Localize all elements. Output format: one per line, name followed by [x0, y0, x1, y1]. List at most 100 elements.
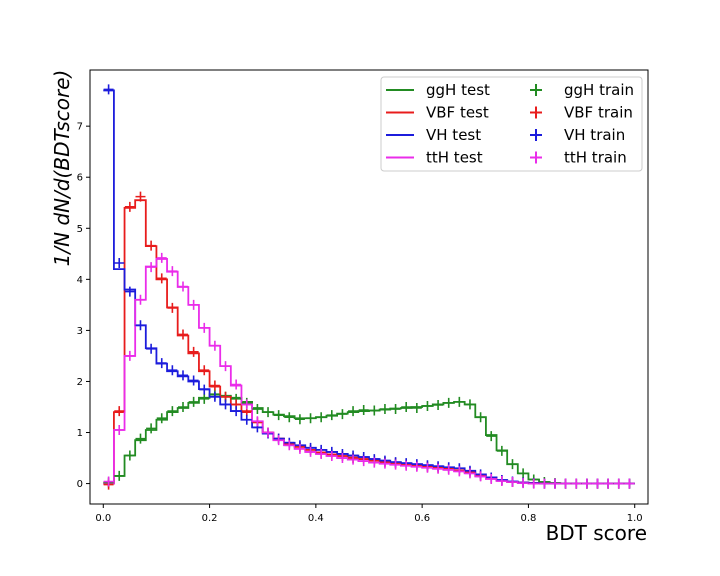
train-point	[326, 410, 337, 421]
train-point	[178, 281, 188, 292]
train-point	[422, 462, 433, 473]
train-point	[316, 412, 327, 423]
legend-label: ggH test	[426, 81, 490, 99]
y-tick-label: 1	[77, 428, 83, 439]
train-point	[124, 450, 135, 461]
y-tick-label: 5	[77, 224, 83, 235]
train-point	[124, 286, 135, 297]
train-point	[550, 478, 560, 489]
chart-marks	[103, 84, 635, 490]
x-axis-label: BDT score	[546, 521, 647, 545]
train-point	[454, 466, 465, 477]
legend-plus-marker	[530, 106, 542, 119]
legend-label: VBF train	[564, 104, 633, 122]
train-point	[624, 478, 635, 489]
train-point	[379, 404, 390, 415]
train-point	[560, 478, 571, 489]
train-point	[496, 476, 507, 487]
x-tick-label: 0.6	[414, 513, 430, 524]
train-point	[379, 458, 390, 469]
train-point	[199, 322, 210, 333]
train-point	[178, 401, 188, 412]
train-point	[209, 391, 220, 402]
train-point	[114, 424, 125, 435]
legend-label: VH train	[564, 126, 625, 144]
train-point	[507, 459, 518, 470]
train-point	[369, 405, 380, 416]
legend: ggH test VBF test VH test ttH test ggH train…	[380, 76, 643, 172]
x-tick-label: 0.2	[202, 513, 218, 524]
train-point	[571, 478, 582, 489]
train-point	[348, 454, 359, 465]
legend-label: ggH train	[564, 81, 634, 99]
train-point	[167, 365, 178, 376]
train-point	[422, 400, 433, 411]
train-point	[114, 406, 125, 417]
legend-label: VBF test	[426, 104, 489, 122]
train-point	[135, 294, 146, 305]
train-point	[146, 240, 157, 251]
train-point	[411, 403, 422, 414]
train-point	[539, 478, 550, 489]
train-point	[358, 405, 369, 416]
train-point	[475, 412, 486, 423]
train-point	[518, 468, 529, 479]
legend-label: VH test	[426, 126, 481, 144]
train-point	[305, 446, 316, 457]
legend-box	[380, 76, 643, 172]
train-point	[188, 346, 199, 357]
train-point	[263, 427, 274, 438]
train-point	[454, 396, 465, 407]
train-point	[592, 478, 603, 489]
train-point	[284, 440, 295, 451]
train-point	[475, 471, 486, 482]
train-point	[231, 379, 242, 390]
train-point	[146, 262, 157, 273]
train-point	[156, 273, 167, 284]
y-tick-label: 6	[77, 173, 83, 184]
train-point	[316, 448, 327, 459]
train-point	[231, 406, 242, 417]
train-point	[390, 404, 401, 415]
plot-frame	[89, 69, 649, 505]
x-tick-label: 0.0	[95, 513, 111, 524]
train-point	[156, 413, 167, 424]
train-point	[603, 478, 614, 489]
train-point	[146, 423, 157, 434]
train-point	[433, 463, 444, 474]
train-point	[178, 370, 188, 381]
train-point	[199, 393, 210, 404]
train-point	[209, 380, 220, 391]
series-markers-tth-train	[103, 252, 635, 489]
train-point	[348, 406, 359, 417]
legend-label: ttH test	[426, 149, 483, 167]
train-point	[188, 375, 199, 386]
train-point	[135, 320, 146, 331]
train-point	[273, 410, 284, 421]
train-point	[263, 407, 274, 418]
train-point	[401, 460, 412, 471]
x-tick-label: 0.4	[308, 513, 324, 524]
x-tick-label: 0.8	[520, 513, 536, 524]
legend-label: ttH train	[564, 149, 627, 167]
train-point	[167, 266, 178, 277]
train-point	[188, 299, 199, 310]
train-point	[135, 433, 146, 444]
y-tick-label: 3	[77, 326, 83, 337]
y-axis-ticks: 0 1 2 3 4 5 6 7	[77, 122, 90, 490]
train-point	[443, 397, 454, 408]
train-point	[252, 416, 263, 427]
train-point	[124, 350, 135, 361]
y-tick-label: 7	[77, 122, 83, 133]
train-point	[167, 302, 178, 313]
train-point	[103, 84, 114, 95]
train-point	[294, 414, 305, 425]
train-point	[209, 340, 220, 351]
train-point	[528, 478, 539, 489]
train-point	[390, 459, 401, 470]
train-point	[199, 384, 210, 395]
train-point	[156, 358, 167, 369]
train-point	[114, 470, 125, 481]
train-point	[188, 396, 199, 407]
train-point	[220, 361, 231, 372]
